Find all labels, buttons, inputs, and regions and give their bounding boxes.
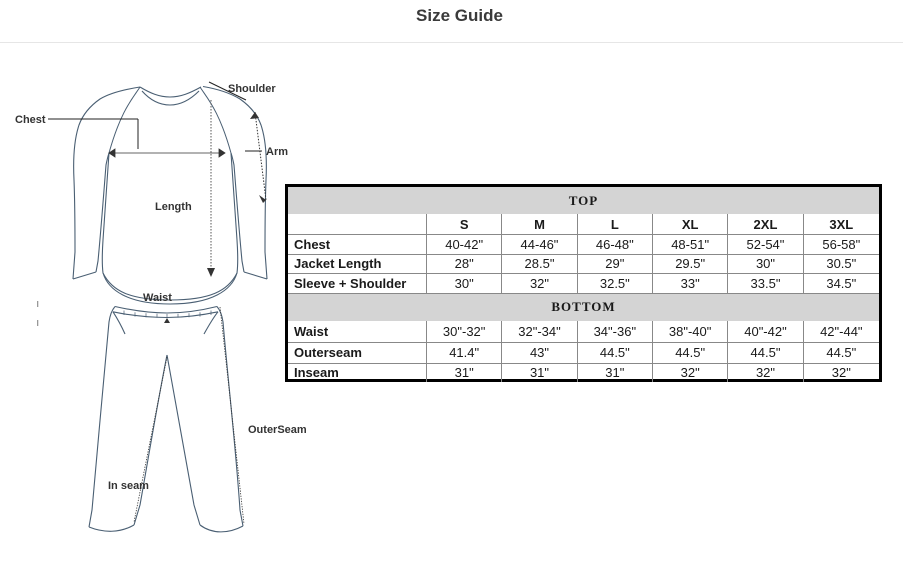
svg-text:OuterSeam: OuterSeam <box>248 424 307 436</box>
svg-text:In seam: In seam <box>108 480 149 492</box>
svg-text:Waist: Waist <box>143 292 172 304</box>
svg-text:Arm: Arm <box>266 146 288 158</box>
svg-text:Length: Length <box>155 201 192 213</box>
svg-text:Chest: Chest <box>15 114 46 126</box>
svg-text:Shoulder: Shoulder <box>228 83 276 95</box>
